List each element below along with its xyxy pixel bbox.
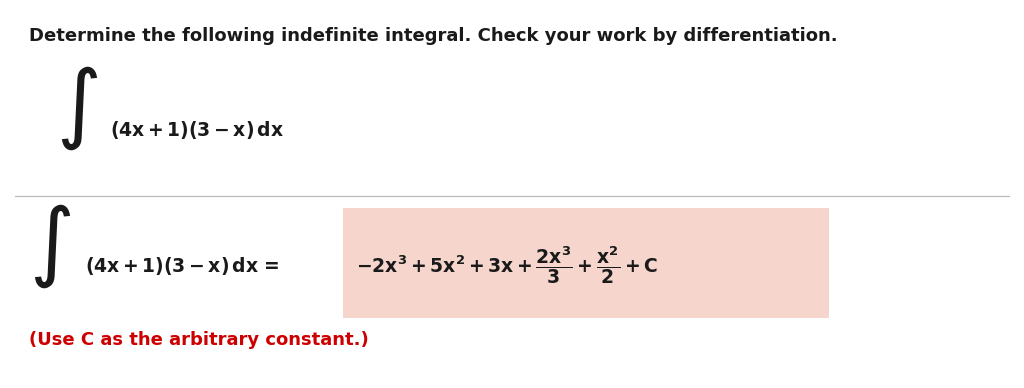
Text: $\mathbf{(4x+1)(3-x)\,dx\,=}$: $\mathbf{(4x+1)(3-x)\,dx\,=}$ [85,255,280,277]
Text: $\mathbf{-2x^3+5x^2+3x+\dfrac{2x^3}{3}+\dfrac{x^2}{2}+C}$: $\mathbf{-2x^3+5x^2+3x+\dfrac{2x^3}{3}+\… [356,245,658,286]
Text: $\mathbf{(4x+1)(3-x)\,dx}$: $\mathbf{(4x+1)(3-x)\,dx}$ [110,119,284,141]
Text: $\int$: $\int$ [56,65,98,152]
Text: (Use C as the arbitrary constant.): (Use C as the arbitrary constant.) [29,331,369,349]
FancyBboxPatch shape [343,208,829,318]
Text: Determine the following indefinite integral. Check your work by differentiation.: Determine the following indefinite integ… [29,27,838,45]
Text: $\int$: $\int$ [29,203,71,290]
